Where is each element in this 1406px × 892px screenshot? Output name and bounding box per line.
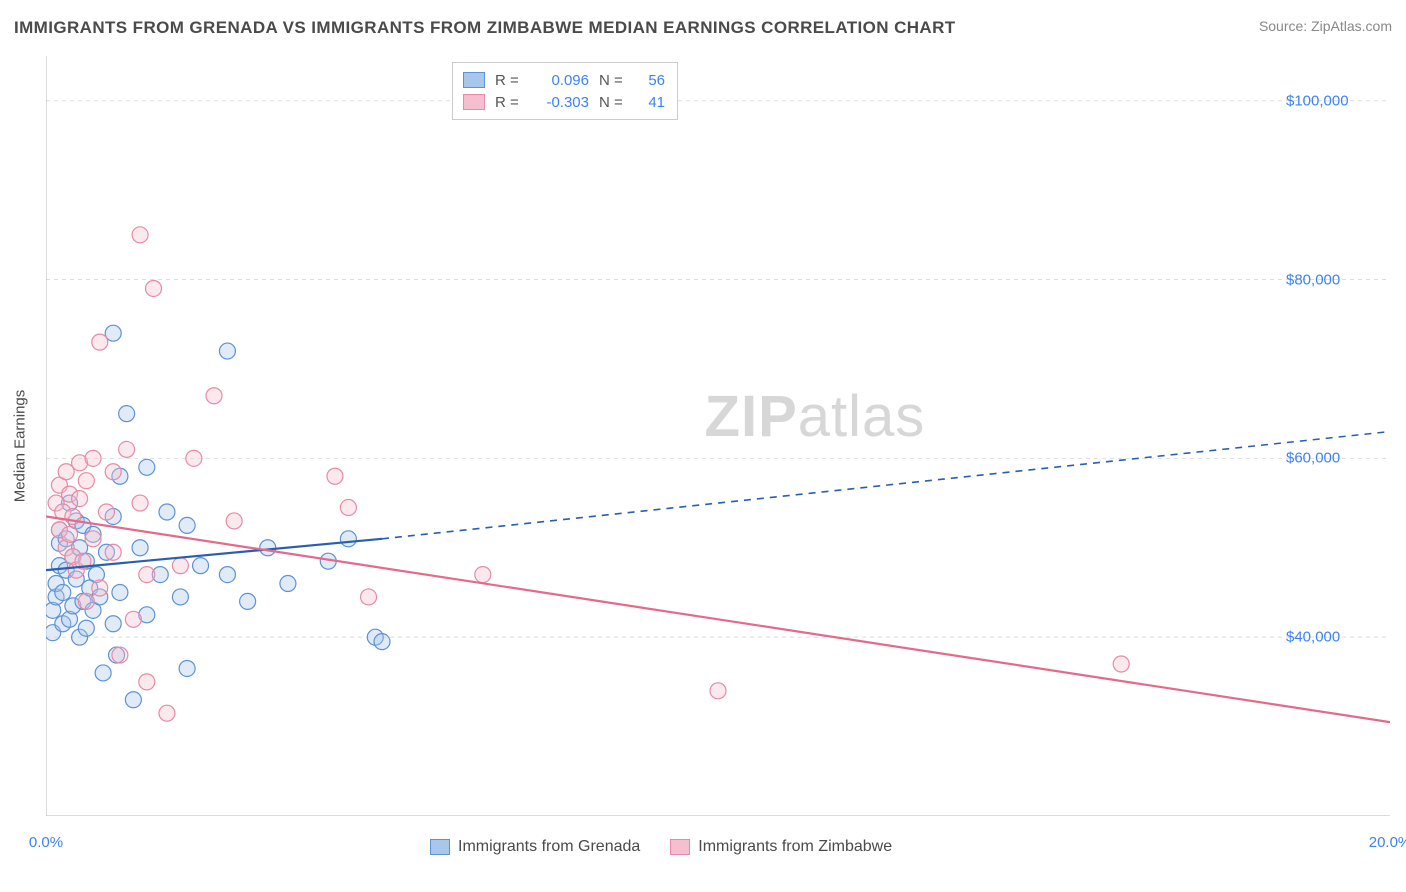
legend-swatch [430, 839, 450, 855]
x-tick-label: 20.0% [1369, 834, 1406, 851]
stats-n-label: N = [599, 72, 627, 89]
source-prefix: Source: [1259, 18, 1311, 34]
correlation-stats-box: R = 0.096 N = 56 R = -0.303 N = 41 [452, 62, 678, 120]
stats-r-label: R = [495, 94, 523, 111]
legend-item: Immigrants from Grenada [430, 838, 640, 856]
stats-r-value: -0.303 [533, 94, 589, 111]
stats-n-value: 56 [637, 72, 665, 89]
stats-row: R = 0.096 N = 56 [463, 69, 665, 91]
stats-swatch [463, 94, 485, 110]
stats-r-label: R = [495, 72, 523, 89]
stats-swatch [463, 72, 485, 88]
y-axis-label: Median Earnings [12, 390, 29, 503]
watermark: ZIPatlas [705, 383, 926, 450]
watermark-rest: atlas [798, 384, 926, 449]
legend-swatch [670, 839, 690, 855]
series-legend: Immigrants from Grenada Immigrants from Z… [430, 838, 892, 856]
watermark-bold: ZIP [705, 384, 798, 449]
scatter-plot: ZIPatlas $40,000 $60,000 $80,000 $100,000 0.… [46, 56, 1390, 816]
source-name: ZipAtlas.com [1311, 18, 1392, 34]
chart-title: IMMIGRANTS FROM GRENADA VS IMMIGRANTS FR… [14, 18, 956, 37]
source-attribution: Source: ZipAtlas.com [1259, 18, 1392, 34]
x-tick-label: 0.0% [29, 834, 63, 851]
stats-n-label: N = [599, 94, 627, 111]
stats-row: R = -0.303 N = 41 [463, 91, 665, 113]
y-tick-label: $40,000 [1286, 629, 1340, 646]
stats-r-value: 0.096 [533, 72, 589, 89]
chart-header: IMMIGRANTS FROM GRENADA VS IMMIGRANTS FR… [14, 18, 1392, 48]
legend-item: Immigrants from Zimbabwe [670, 838, 892, 856]
legend-label: Immigrants from Zimbabwe [698, 838, 892, 856]
stats-n-value: 41 [637, 94, 665, 111]
y-tick-label: $100,000 [1286, 92, 1349, 109]
y-axis-label-wrap: Median Earnings [8, 0, 32, 892]
y-tick-label: $80,000 [1286, 271, 1340, 288]
y-tick-label: $60,000 [1286, 450, 1340, 467]
legend-label: Immigrants from Grenada [458, 838, 640, 856]
